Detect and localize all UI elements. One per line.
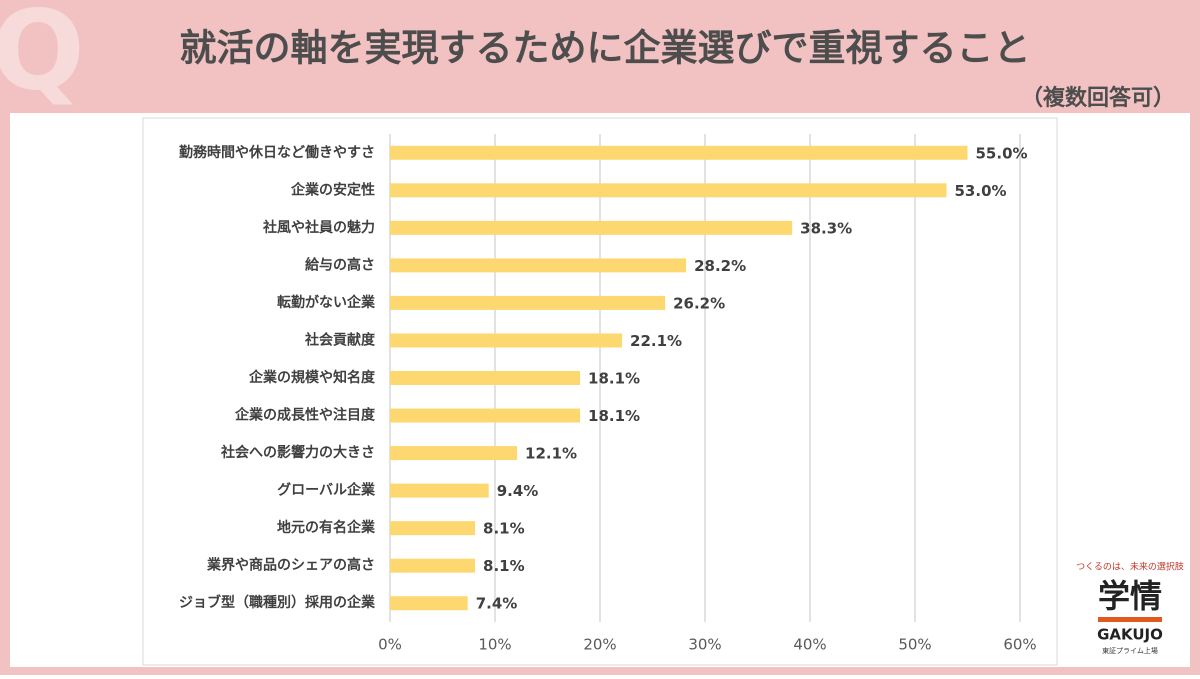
- y-tick-label: 社風や社員の魅力: [262, 219, 375, 236]
- value-label: 7.4%: [476, 595, 518, 613]
- x-tick-label: 30%: [688, 636, 721, 654]
- y-tick-label: グローバル企業: [277, 482, 376, 499]
- y-tick-label: 給与の高さ: [305, 256, 375, 273]
- bar: [390, 483, 489, 498]
- value-label: 53.0%: [955, 182, 1007, 200]
- value-label: 26.2%: [673, 294, 725, 312]
- logo-name: 学情: [1098, 577, 1162, 615]
- value-label: 28.2%: [694, 257, 746, 275]
- bar: [390, 333, 623, 348]
- logo-roman: GAKUJO: [1097, 626, 1163, 644]
- bar: [390, 183, 947, 198]
- x-tick-label: 60%: [1003, 636, 1036, 654]
- value-label: 22.1%: [630, 332, 682, 350]
- bar: [390, 220, 793, 235]
- badge: Q: [0, 0, 85, 114]
- logo-listing: 東証プライム上場: [1102, 646, 1158, 655]
- value-label: 38.3%: [800, 219, 852, 237]
- x-tick-label: 0%: [378, 636, 402, 654]
- value-label: 12.1%: [525, 445, 577, 463]
- y-tick-label: 地元の有名企業: [277, 519, 376, 536]
- value-label: 18.1%: [588, 407, 640, 425]
- logo-bar: [1098, 617, 1162, 622]
- x-tick-label: 50%: [898, 636, 931, 654]
- bar: [390, 521, 476, 536]
- y-tick-label: ジョブ型（職種別）採用の企業: [179, 594, 376, 611]
- bar: [390, 558, 476, 573]
- value-label: 8.1%: [483, 557, 525, 575]
- y-tick-label: 企業の規模や知名度: [248, 369, 376, 386]
- value-label: 8.1%: [483, 520, 525, 538]
- chart-title: 就活の軸を実現するために企業選びで重視すること: [180, 27, 1031, 70]
- value-label: 18.1%: [588, 370, 640, 388]
- value-label: 9.4%: [497, 482, 539, 500]
- y-tick-label: 企業の安定性: [290, 181, 375, 198]
- bar: [390, 258, 687, 273]
- bar: [390, 295, 666, 310]
- bar: [390, 446, 518, 461]
- bar: [390, 408, 581, 423]
- bar: [390, 145, 968, 160]
- x-tick-label: 20%: [583, 636, 616, 654]
- x-tick-label: 40%: [793, 636, 826, 654]
- x-tick-label: 10%: [478, 636, 511, 654]
- y-tick-label: 企業の成長性や注目度: [234, 407, 376, 424]
- bar: [390, 371, 581, 385]
- y-tick-label: 社会への影響力の大きさ: [220, 444, 375, 461]
- y-tick-label: 社会貢献度: [304, 331, 376, 348]
- y-tick-label: 業界や商品のシェアの高さ: [206, 557, 375, 574]
- logo-tagline: つくるのは、未来の選択肢: [1076, 561, 1184, 573]
- y-tick-label: 転勤がない企業: [277, 294, 376, 311]
- plot-frame: [142, 117, 1058, 666]
- plot: 0% 10% 20% 30% 40% 50% 60% 勤務時間や休日など働きやすさ 55.0% 企…: [179, 134, 1037, 654]
- y-tick-label: 勤務時間や休日など働きやすさ: [179, 144, 375, 161]
- value-label: 55.0%: [976, 144, 1028, 162]
- bar: [390, 596, 468, 611]
- chart-subtitle: （複数回答可）: [1021, 85, 1175, 111]
